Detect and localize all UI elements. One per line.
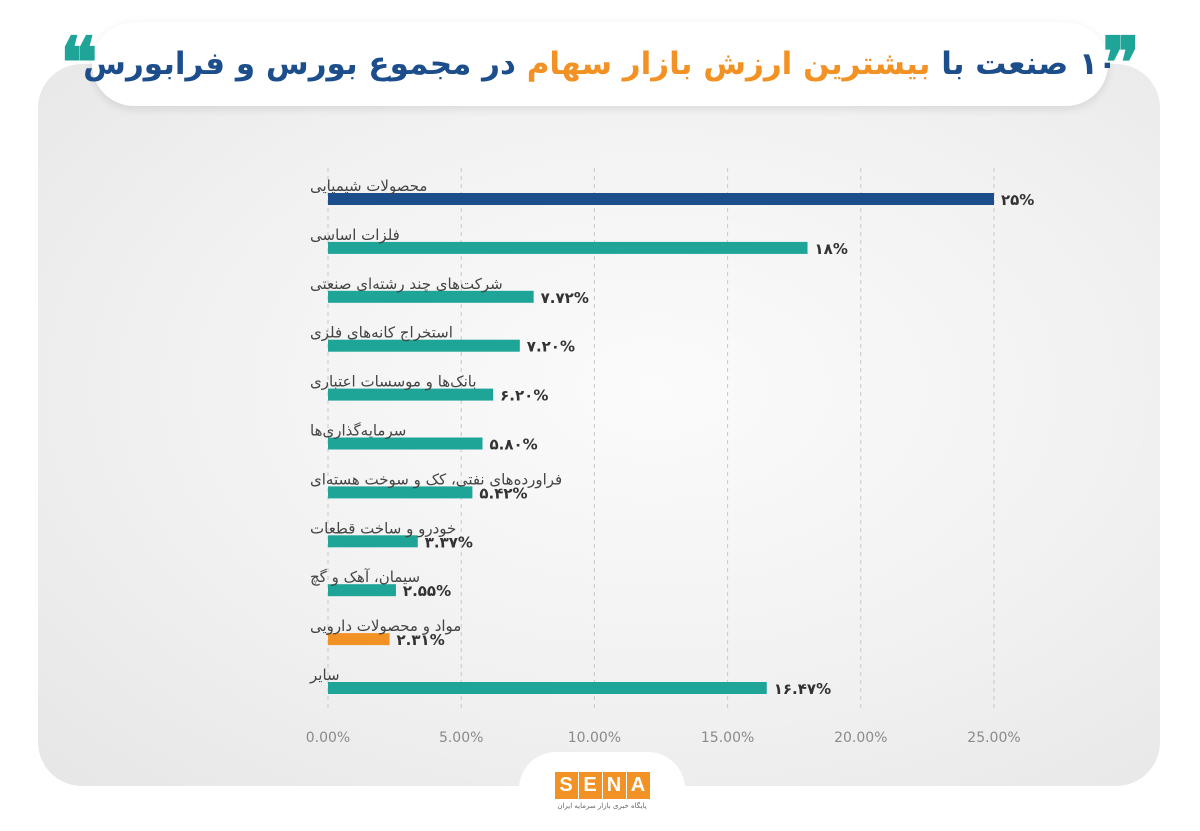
- logo-letters: S E N A: [554, 772, 650, 799]
- value-label: ۲.۳۱%: [397, 631, 445, 649]
- chart-title: ۱۰ صنعت با بیشترین ارزش بازار سهام در مج…: [83, 46, 1117, 82]
- x-tick-label: 10.00%: [568, 730, 621, 746]
- value-label: ۲.۵۵%: [403, 582, 451, 600]
- title-banner: ۱۰ صنعت با بیشترین ارزش بازار سهام در مج…: [83, 22, 1117, 106]
- bar: [328, 682, 767, 694]
- value-label: ۱۸%: [815, 240, 848, 258]
- x-axis-tick-labels: 0.00% 5.00% 10.00% 15.00% 20.00% 25.00%: [306, 730, 1021, 746]
- category-label: شرکت‌های چند رشته‌ای صنعتی: [310, 275, 503, 293]
- x-tick-label: 25.00%: [967, 730, 1020, 746]
- logo-subtitle: پایگاه خبری بازار سرمایه ایران: [557, 802, 647, 810]
- quote-open-icon: ❝: [60, 21, 98, 104]
- value-label: ۵.۸۰%: [490, 436, 538, 454]
- value-label: ۶.۲۰%: [500, 387, 548, 405]
- bar: [328, 388, 494, 401]
- chart-card: [38, 64, 1160, 786]
- bar: [328, 193, 994, 205]
- category-label: مواد و محصولات دارویی: [310, 617, 461, 635]
- value-label: ۳.۳۷%: [425, 533, 473, 551]
- logo-letter: S: [554, 772, 578, 799]
- category-label: سیمان، آهک و گچ: [310, 568, 420, 586]
- category-label: استخراج کانه‌های فلزی: [310, 324, 453, 343]
- bar: [328, 584, 396, 597]
- logo-letter: N: [602, 772, 626, 799]
- bar: [328, 486, 473, 499]
- x-tick-label: 20.00%: [834, 730, 887, 746]
- category-labels: محصولات شیمیایی فلزات اساسی شرکت‌های چند ر…: [309, 177, 562, 684]
- category-label: فلزات اساسی: [310, 226, 400, 244]
- title-part2: در مجموع بورس و فرابورس: [83, 46, 516, 82]
- value-label: ۷.۲۰%: [527, 338, 575, 356]
- bar: [328, 290, 534, 303]
- category-label: فراورده‌های نفتی، کک و سوخت هسته‌ای: [310, 470, 562, 488]
- value-label: ۲۵%: [1001, 191, 1034, 209]
- category-label: محصولات شیمیایی: [310, 177, 427, 195]
- logo-letter: E: [578, 772, 602, 799]
- value-label: ۱۶.۴۷%: [774, 680, 831, 698]
- category-label: سرمایه‌گذاری‌ها: [310, 422, 406, 440]
- x-tick-label: 0.00%: [306, 730, 350, 746]
- bar: [328, 241, 808, 254]
- logo-letter: A: [626, 772, 650, 799]
- x-tick-label: 5.00%: [439, 730, 483, 746]
- bar: [328, 535, 418, 548]
- value-label: ۷.۷۲%: [541, 289, 589, 307]
- bar: [328, 339, 520, 352]
- category-label: بانک‌ها و موسسات اعتباری: [310, 373, 477, 391]
- title-highlight: بیشترین ارزش بازار سهام: [526, 46, 931, 82]
- title-part1: ۱۰ صنعت با: [941, 46, 1117, 82]
- sena-logo: S E N A پایگاه خبری بازار سرمایه ایران: [519, 752, 685, 826]
- value-label: ۵.۴۲%: [479, 484, 527, 502]
- value-labels: ۲۵% ۱۸% ۷.۷۲% ۷.۲۰% ۶.۲۰% ۵.۸۰% ۵.۴۲% ۳.۳۷% ۲.۵۵…: [397, 191, 1035, 698]
- category-label: سایر: [309, 666, 340, 684]
- quote-close-icon: ❞: [1102, 21, 1140, 104]
- bar: [328, 633, 390, 646]
- x-tick-label: 15.00%: [701, 730, 754, 746]
- category-label: خودرو و ساخت قطعات: [310, 519, 456, 537]
- bars: [328, 193, 994, 694]
- bar: [328, 437, 483, 450]
